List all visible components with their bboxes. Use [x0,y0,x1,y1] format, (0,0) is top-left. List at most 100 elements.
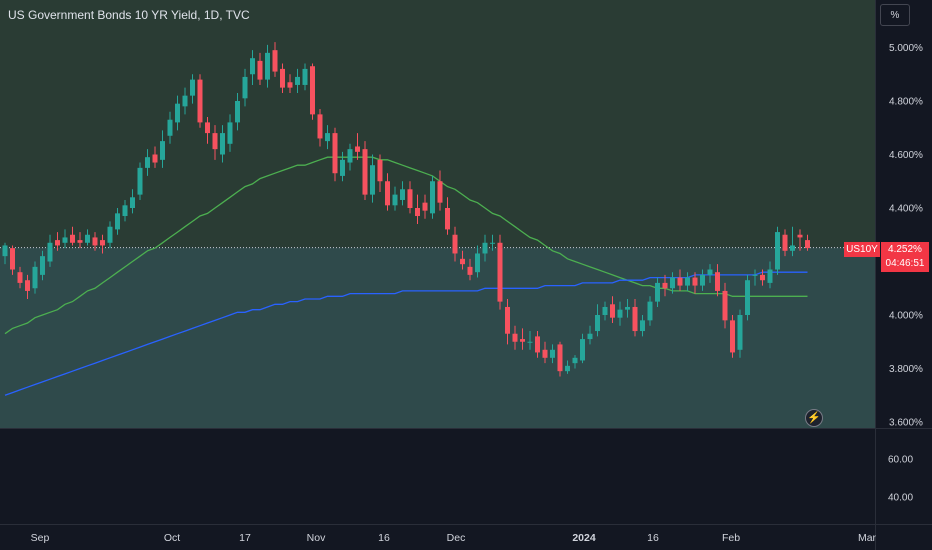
candle[interactable] [587,325,593,345]
candle[interactable] [557,341,563,377]
candle[interactable] [610,296,615,324]
candle[interactable] [280,63,285,93]
candle[interactable] [220,125,225,163]
candle[interactable] [160,130,165,168]
candle[interactable] [797,229,803,251]
candle[interactable] [137,162,143,200]
candle[interactable] [497,234,503,310]
candle[interactable] [40,250,45,281]
candle[interactable] [452,226,458,262]
candle[interactable] [377,154,383,192]
candle[interactable] [467,258,473,281]
candle[interactable] [535,331,540,358]
candle[interactable] [752,269,758,286]
candle[interactable] [392,186,398,211]
candle[interactable] [722,282,728,329]
candle[interactable] [250,50,255,85]
candle[interactable] [617,301,623,326]
candle[interactable] [790,226,795,257]
candle[interactable] [685,272,690,291]
candle[interactable] [295,68,300,93]
candle[interactable] [640,315,645,337]
candle[interactable] [430,175,435,219]
candle[interactable] [355,133,360,160]
candle[interactable] [632,298,638,337]
candle[interactable] [362,141,368,200]
lightning-icon[interactable]: ⚡ [805,409,823,427]
candle[interactable] [227,114,233,152]
candle[interactable] [77,232,83,249]
candle[interactable] [512,325,518,350]
candle[interactable] [670,272,675,294]
candle[interactable] [190,74,195,104]
candle[interactable] [317,109,323,147]
candle[interactable] [760,269,765,286]
candle[interactable] [490,234,495,251]
candle[interactable] [460,250,465,270]
candle[interactable] [595,304,600,337]
candle[interactable] [422,194,428,219]
candle[interactable] [145,149,150,176]
candle[interactable] [542,341,548,364]
candle[interactable] [565,360,570,374]
candles[interactable] [2,42,811,377]
candle[interactable] [655,277,660,307]
candle[interactable] [2,242,8,265]
candle[interactable] [745,274,750,321]
candle[interactable] [175,95,180,131]
candle[interactable] [197,74,203,128]
candle[interactable] [602,301,608,321]
candle[interactable] [445,197,450,235]
candle[interactable] [347,143,353,171]
unit-toggle-button[interactable]: % [880,4,910,26]
candle[interactable] [475,245,480,278]
candle[interactable] [505,298,510,345]
candle[interactable] [400,181,405,206]
candle[interactable] [370,154,375,203]
candle[interactable] [92,232,98,251]
candle[interactable] [212,125,218,160]
candle[interactable] [272,42,278,77]
candle[interactable] [715,264,720,297]
candle[interactable] [325,125,330,150]
candle[interactable] [47,234,53,267]
candle[interactable] [100,234,105,254]
candle[interactable] [130,189,135,214]
candle[interactable] [182,87,188,115]
candle[interactable] [767,261,773,289]
candle[interactable] [385,173,390,211]
candle[interactable] [85,229,90,246]
candle[interactable] [122,199,128,222]
candle[interactable] [527,331,533,350]
candle[interactable] [580,333,585,364]
candle[interactable] [700,269,705,291]
candle[interactable] [692,272,698,294]
candle[interactable] [62,229,68,249]
candle[interactable] [340,151,345,182]
indicator-pane[interactable]: 60.00 40.00 [888,455,913,504]
candle[interactable] [302,63,308,91]
candle[interactable] [415,194,420,225]
candle[interactable] [572,355,578,369]
candle[interactable] [625,298,630,318]
candle[interactable] [167,111,173,144]
candle[interactable] [115,208,120,235]
candle[interactable] [482,234,488,262]
candle[interactable] [10,245,15,275]
candle[interactable] [520,328,525,350]
candle[interactable] [647,296,653,326]
candle[interactable] [407,181,413,214]
candle[interactable] [707,264,713,283]
candle[interactable] [32,261,38,294]
candle[interactable] [332,127,338,182]
candle[interactable] [17,266,23,289]
candle[interactable] [265,44,270,88]
candle[interactable] [730,315,735,358]
candle[interactable] [662,274,668,297]
candle[interactable] [677,269,683,291]
candle[interactable] [287,74,293,93]
candle[interactable] [55,232,60,251]
candle[interactable] [550,344,555,364]
candle[interactable] [205,117,210,144]
